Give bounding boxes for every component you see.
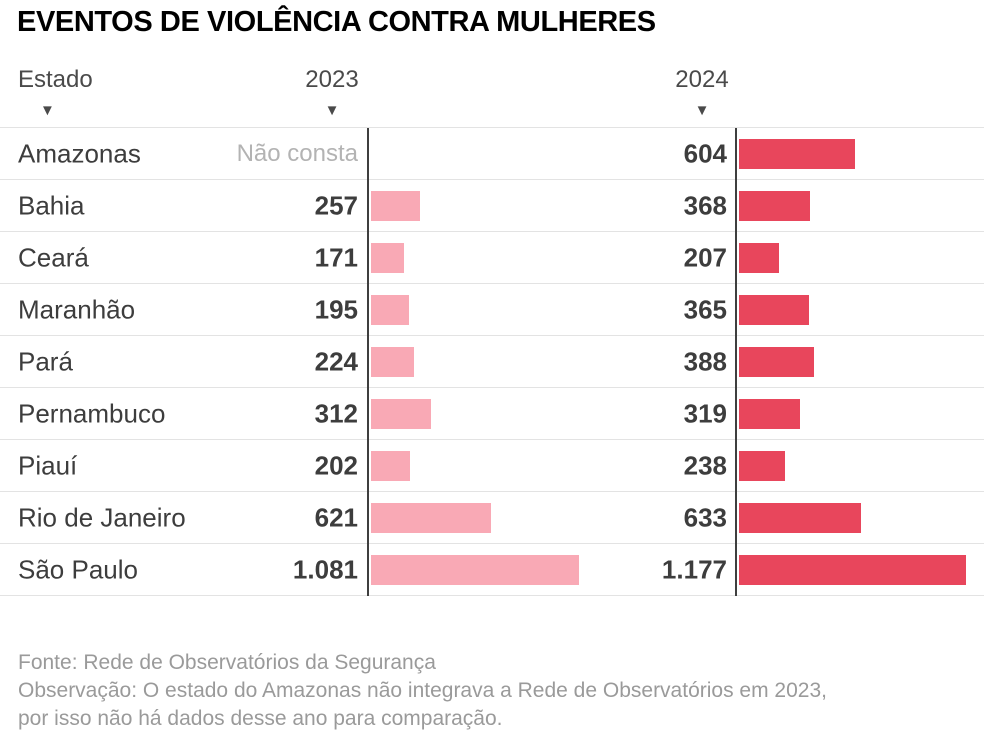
bar-2024 [739, 451, 785, 481]
column-header-estado-label: Estado [18, 66, 93, 93]
bar-2023 [371, 503, 491, 533]
footer: Fonte: Rede de Observatórios da Seguranç… [18, 649, 968, 733]
column-marker-2024-icon: ▼ [694, 102, 710, 119]
value-2024: 1.177 [661, 554, 727, 584]
state-label: Maranhão [18, 294, 136, 324]
column-marker-2023-icon: ▼ [324, 102, 340, 119]
column-header-2023: 2023 ▼ [277, 66, 387, 118]
bar-2023 [371, 451, 410, 481]
bar-2023 [371, 295, 409, 325]
bar-2024 [739, 191, 810, 221]
bar-2024 [739, 503, 861, 533]
value-2023: 224 [314, 346, 358, 376]
table-row: São Paulo 1.081 1.177 [0, 544, 984, 596]
state-label: Rio de Janeiro [18, 502, 186, 532]
bar-2023 [371, 555, 579, 585]
table-row: Bahia 257 368 [0, 180, 984, 232]
footer-note-line-1: Observação: O estado do Amazonas não int… [18, 679, 827, 702]
value-2023: Não consta [236, 139, 358, 167]
bar-chart-table: Amazonas Não consta 604 Bahia 257 368 Ce… [0, 127, 984, 596]
column-header-estado: Estado ▼ [18, 66, 93, 118]
axis-2023 [367, 128, 369, 596]
bar-2023 [371, 399, 431, 429]
table-row: Maranhão 195 365 [0, 284, 984, 336]
value-2024: 319 [683, 398, 727, 428]
value-2024: 207 [683, 242, 727, 272]
value-2023: 195 [314, 294, 358, 324]
bar-2024 [739, 399, 800, 429]
table-row: Pernambuco 312 319 [0, 388, 984, 440]
state-label: Amazonas [18, 138, 141, 168]
column-header-2024-label: 2024 [675, 66, 729, 93]
value-2023: 621 [314, 502, 358, 532]
bar-2024 [739, 295, 809, 325]
value-2023: 1.081 [292, 554, 358, 584]
value-2023: 171 [314, 242, 358, 272]
value-2024: 238 [683, 450, 727, 480]
footer-note-line-2: por isso não há dados desse ano para com… [18, 707, 503, 730]
table-row: Pará 224 388 [0, 336, 984, 388]
bar-2023 [371, 347, 414, 377]
table-row: Amazonas Não consta 604 [0, 128, 984, 180]
axis-2024 [735, 128, 737, 596]
column-header-2024: 2024 ▼ [647, 66, 757, 118]
state-label: São Paulo [18, 554, 138, 584]
state-label: Ceará [18, 242, 89, 272]
value-2024: 368 [683, 190, 727, 220]
page-title: EVENTOS DE VIOLÊNCIA CONTRA MULHERES [17, 6, 656, 38]
state-label: Bahia [18, 190, 85, 220]
bar-2024 [739, 555, 966, 585]
state-label: Pernambuco [18, 398, 166, 428]
column-header-2023-label: 2023 [305, 66, 359, 93]
bar-2024 [739, 139, 855, 169]
value-2024: 604 [683, 138, 727, 168]
bar-2023 [371, 191, 420, 221]
value-2023: 257 [314, 190, 358, 220]
value-2024: 388 [683, 346, 727, 376]
column-marker-estado-icon: ▼ [40, 102, 55, 119]
table-rows: Amazonas Não consta 604 Bahia 257 368 Ce… [0, 128, 984, 596]
value-2023: 202 [314, 450, 358, 480]
value-2023: 312 [314, 398, 358, 428]
table-row: Ceará 171 207 [0, 232, 984, 284]
state-label: Piauí [18, 450, 78, 480]
footer-source: Fonte: Rede de Observatórios da Seguranç… [18, 651, 436, 674]
table-row: Rio de Janeiro 621 633 [0, 492, 984, 544]
bar-2023 [371, 243, 404, 273]
bar-2024 [739, 347, 814, 377]
table-row: Piauí 202 238 [0, 440, 984, 492]
bar-2024 [739, 243, 779, 273]
state-label: Pará [18, 346, 73, 376]
value-2024: 633 [683, 502, 727, 532]
value-2024: 365 [683, 294, 727, 324]
